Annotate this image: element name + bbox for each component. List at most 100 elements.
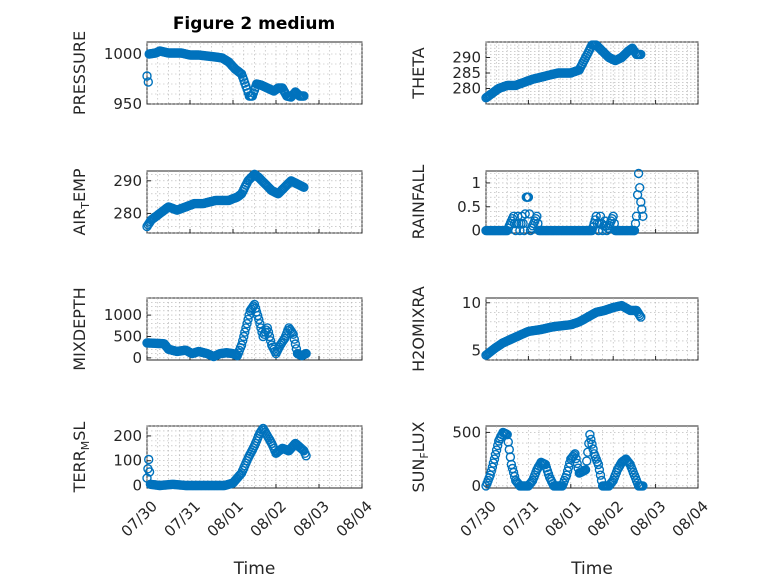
subplot-5: 0 500 1000 MIXDEPTH: [70, 287, 363, 371]
data-point: [299, 182, 309, 193]
y-axis-label-main: PRESSURE: [70, 31, 89, 115]
data-point: [301, 451, 311, 461]
y-tick-label: 1: [471, 174, 481, 192]
series-markers: [481, 168, 648, 236]
data-point: [288, 329, 298, 339]
y-axis-label: AIRTEMP: [70, 168, 92, 235]
series-markers: [142, 423, 311, 491]
x-tick-label: 07/31: [499, 497, 542, 540]
data-point: [490, 449, 501, 460]
data-point: [585, 429, 595, 440]
data-point: [631, 211, 642, 222]
data-point: [635, 310, 645, 321]
data-point: [290, 339, 301, 349]
x-tick-label: 08/02: [584, 497, 627, 540]
y-axis-label-subscript: F: [418, 452, 431, 458]
y-axis-label: MIXDEPTH: [70, 287, 89, 370]
data-point: [597, 225, 608, 236]
data-point: [241, 323, 251, 333]
data-point: [520, 209, 530, 219]
x-tick-label: 08/04: [669, 497, 712, 540]
subplot-4: 0 0.5 1 RAINFALL: [409, 165, 699, 240]
data-point: [636, 312, 646, 322]
data-point: [491, 445, 502, 455]
y-tick-label: 1000: [104, 306, 142, 324]
y-tick-label: 950: [113, 95, 142, 113]
data-point: [635, 182, 645, 193]
y-axis-label-main: MIXDEPTH: [70, 287, 89, 370]
y-tick-label: 200: [113, 427, 142, 445]
y-axis-label-main: AIR: [70, 209, 89, 236]
data-point: [240, 327, 250, 337]
y-axis-label-tail: LUX: [409, 421, 428, 452]
data-point: [254, 314, 264, 325]
y-tick-label: 0: [471, 477, 481, 495]
x-axis-label: Time: [233, 559, 276, 579]
data-point: [489, 454, 500, 464]
series-markers: [142, 299, 311, 362]
y-tick-label: 290: [113, 172, 142, 190]
data-point: [637, 204, 647, 214]
y-tick-label: 10: [462, 294, 481, 312]
y-axis-label: TERRMSL: [70, 422, 92, 494]
y-axis-label: RAINFALL: [409, 165, 428, 240]
y-tick-label: 500: [452, 423, 481, 441]
data-point: [594, 465, 605, 475]
y-tick-label: 100: [113, 452, 142, 470]
data-point: [518, 218, 528, 229]
x-tick-label: 08/01: [204, 497, 247, 540]
y-axis-label-main: RAINFALL: [409, 165, 428, 240]
data-point: [593, 459, 604, 470]
data-point: [144, 467, 155, 477]
data-point: [237, 336, 248, 346]
data-point: [595, 470, 606, 480]
y-tick-label: 285: [452, 64, 481, 82]
data-point: [582, 456, 592, 466]
series-markers: [142, 169, 309, 232]
series-markers: [481, 40, 646, 103]
data-point: [636, 197, 646, 207]
subplot-3: 280 290 AIRTEMP: [70, 168, 363, 236]
subplot-1: 950 1000 PRESSURE: [70, 31, 363, 115]
data-point: [572, 458, 582, 469]
data-point: [532, 211, 542, 222]
subplot-7: 0 100 200 07/30 07/31 08/01 08/02 08/03 08/04 TER…: [70, 422, 376, 579]
data-point: [638, 481, 648, 491]
y-axis-label: PRESSURE: [70, 31, 89, 115]
y-tick-label: 280: [452, 80, 481, 98]
data-point: [629, 225, 640, 236]
data-point: [523, 192, 534, 202]
data-point: [571, 453, 581, 464]
data-point: [287, 328, 297, 338]
y-tick-label: 0: [132, 349, 142, 367]
y-tick-label: 5: [471, 341, 481, 359]
y-tick-label: 280: [113, 204, 142, 222]
y-axis-label: H2OMIXRA: [409, 286, 428, 372]
y-axis-label-tail: SL: [70, 422, 89, 441]
data-point: [586, 434, 596, 445]
y-axis-label-main: H2OMIXRA: [409, 286, 428, 372]
data-point: [143, 454, 154, 465]
x-tick-label: 08/02: [247, 497, 290, 540]
series-markers: [142, 46, 309, 102]
y-axis-label-main: SUN: [409, 459, 428, 493]
axes-box: [146, 170, 363, 234]
x-tick-label: 07/30: [118, 497, 161, 540]
data-point: [299, 91, 309, 101]
data-point: [625, 45, 635, 55]
y-axis-label-subscript: M: [79, 441, 92, 451]
series-markers: [481, 427, 648, 491]
x-tick-label: 08/01: [541, 497, 584, 540]
x-tick-label: 07/30: [457, 497, 500, 540]
y-tick-label: 0: [471, 222, 481, 240]
y-axis-label-main: THETA: [409, 47, 428, 99]
data-point: [638, 211, 648, 222]
y-tick-label: 290: [452, 49, 481, 67]
data-point: [242, 319, 252, 329]
subplot-8: 0 500 07/30 07/31 08/01 08/02 08/03 08/04 SUNFLU…: [409, 421, 712, 579]
series-markers: [481, 300, 646, 360]
y-axis-label: SUNFLUX: [409, 421, 431, 492]
y-tick-label: 0.5: [457, 198, 481, 216]
